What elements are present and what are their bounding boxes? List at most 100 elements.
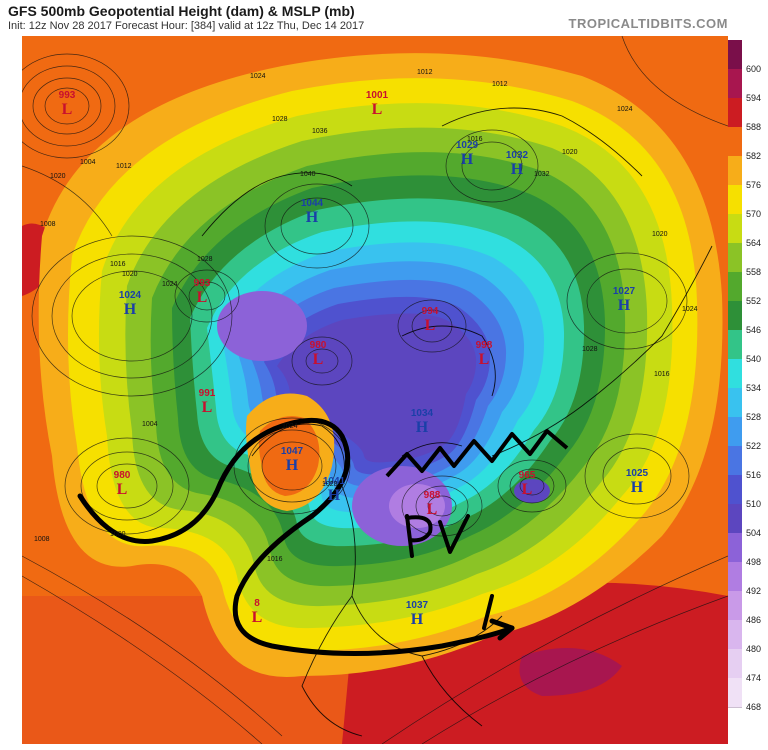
isobar-label: 1024 (162, 281, 178, 288)
low-pressure-value: 993 (59, 90, 76, 101)
isobar-label: 1024 (250, 73, 266, 80)
colorbar-label: 528 (746, 412, 762, 422)
colorbar-swatch (728, 185, 742, 215)
colorbar-label: 564 (746, 238, 762, 248)
map-title: GFS 500mb Geopotential Height (dam) & MS… (8, 3, 355, 19)
colorbar-label: 570 (746, 209, 762, 219)
high-pressure-value: 1029 (456, 140, 479, 151)
colorbar-label: 522 (746, 441, 762, 451)
high-pressure-marker: H (306, 209, 319, 226)
isobar-label: 1020 (50, 173, 66, 180)
header: GFS 500mb Geopotential Height (dam) & MS… (0, 0, 768, 36)
jet-stream-line (77, 417, 515, 656)
high-pressure-value: 1032 (506, 150, 529, 161)
low-pressure-marker: L (202, 399, 213, 416)
low-pressure-marker: L (313, 351, 324, 368)
colorbar-label: 588 (746, 122, 762, 132)
high-pressure-marker: H (328, 487, 341, 504)
colorbar-label: 558 (746, 267, 762, 277)
colorbar-swatch (728, 359, 742, 389)
low-pressure-value: 988 (424, 490, 441, 501)
isobar-label: 1036 (312, 128, 328, 135)
isobar-label: 1024 (282, 423, 298, 430)
isobar-label: 1016 (467, 136, 483, 143)
colorbar-label: 594 (746, 93, 762, 103)
colorbar-label: 492 (746, 586, 762, 596)
high-pressure-marker: H (124, 301, 137, 318)
low-pressure-value: 998 (476, 340, 493, 351)
isobar-label: 1004 (142, 421, 158, 428)
low-pressure-value: 1001 (366, 90, 389, 101)
brand-watermark: TROPICALTIDBITS.COM (568, 16, 728, 31)
low-pressure-marker: L (479, 351, 490, 368)
low-pressure-marker: L (62, 101, 73, 118)
low-pressure-marker: L (427, 501, 438, 518)
colorbar-swatch (728, 504, 742, 534)
high-pressure-marker: H (461, 151, 474, 168)
isobar-label: 1008 (40, 221, 56, 228)
high-pressure-marker: H (511, 161, 524, 178)
isobar-label: 1004 (80, 159, 96, 166)
isobar-label: 1020 (122, 271, 138, 278)
isobar-label: 1016 (267, 556, 283, 563)
colorbar-swatch (728, 330, 742, 360)
map-subtitle: Init: 12z Nov 28 2017 Forecast Hour: [38… (8, 20, 365, 32)
colorbar-swatch (728, 272, 742, 302)
colorbar-label: 498 (746, 557, 762, 567)
high-pressure-value: 1037 (406, 600, 429, 611)
colorbar-label: 576 (746, 180, 762, 190)
isobar-label: 1012 (417, 69, 433, 76)
high-pressure-value: 1024 (119, 290, 142, 301)
colorbar-swatch (728, 69, 742, 99)
low-504-east (514, 479, 550, 503)
colorbar-swatch (728, 417, 742, 447)
isobar-label: 1000 (110, 531, 126, 538)
low-pressure-value: 980 (310, 340, 327, 351)
colorbar-swatch (728, 156, 742, 186)
low-pressure-marker: L (252, 609, 263, 626)
colorbar-swatch (728, 301, 742, 331)
high-pressure-marker: H (411, 611, 424, 628)
low-492-pv (389, 484, 445, 528)
isobar-label: 1028 (582, 346, 598, 353)
colorbar: 600 594 588 582 576 570 564 558 552 546 540 534 528 5… (728, 36, 768, 726)
field-600 (519, 648, 622, 696)
low-pressure-value: 8 (254, 598, 260, 609)
high-pressure-marker: H (416, 419, 429, 436)
colorbar-label: 486 (746, 615, 762, 625)
isobar-label: 1020 (652, 231, 668, 238)
pv-annotation: PV (405, 514, 470, 558)
low-pressure-marker: L (372, 101, 383, 118)
low-pressure-value: 980 (114, 470, 131, 481)
colorbar-label: 510 (746, 499, 762, 509)
jet-arrow-tail (482, 594, 494, 630)
colorbar-swatch (728, 533, 742, 563)
colorbar-swatch (728, 475, 742, 505)
colorbar-swatch (728, 446, 742, 476)
contour-labels: 1024 1028 1020 1012 1004 1008 1016 1020 1024 1028… (34, 69, 698, 563)
colorbar-swatch (728, 243, 742, 273)
colorbar-swatch (728, 649, 742, 679)
high-pressure-value: 1025 (626, 468, 649, 479)
low-pressure-value: 991 (199, 388, 216, 399)
colorbar-swatch (728, 40, 742, 70)
colorbar-swatch (728, 127, 742, 157)
isobar-label: 1028 (272, 116, 288, 123)
colorbar-swatch (728, 678, 742, 708)
low-pressure-value: 965 (519, 470, 536, 481)
colorbar-label: 480 (746, 644, 762, 654)
isobar-label: 1028 (322, 481, 338, 488)
low-pressure-marker: L (197, 289, 208, 306)
colorbar-swatch (728, 591, 742, 621)
low-pressure-marker: L (522, 481, 533, 498)
isobar-label: 1024 (617, 106, 633, 113)
isobars (22, 36, 728, 744)
colorbar-swatch (728, 388, 742, 418)
coastlines (201, 107, 713, 737)
isobar-label: 1032 (534, 171, 550, 178)
colorbar-label: 516 (746, 470, 762, 480)
map-panel: PV 993L1001L1029H1032H1044H1024H993L994L… (22, 36, 728, 744)
low-498-west (217, 291, 307, 361)
isobar-label: 1012 (492, 81, 508, 88)
high-pressure-value: 1034 (411, 408, 434, 419)
